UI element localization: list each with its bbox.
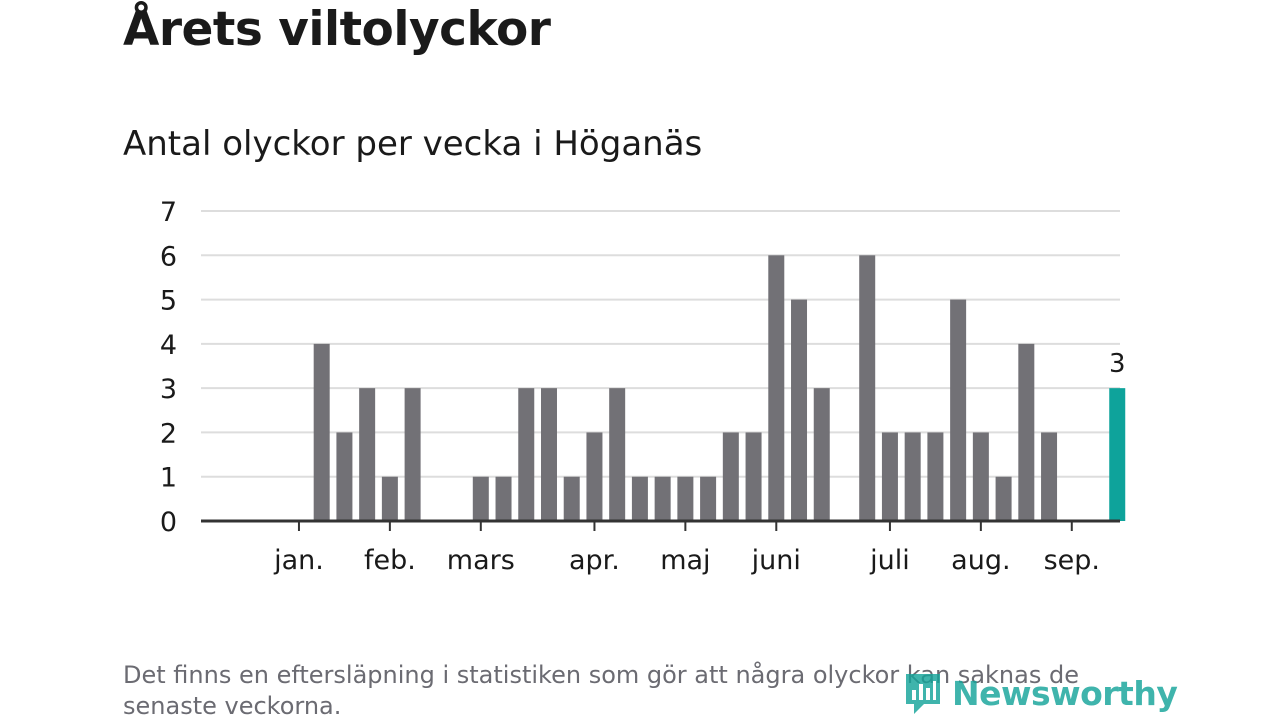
bar-chart: 0 1 2 3 4 5 6 7 jan. feb. mars apr. maj juni juli aug.… <box>0 0 1280 640</box>
x-tick-label: mars <box>447 545 515 576</box>
y-axis-tick-labels: 0 1 2 3 4 5 6 7 <box>160 197 177 538</box>
bar <box>496 477 512 521</box>
bar <box>973 432 989 521</box>
bar <box>768 255 784 521</box>
x-tick-label: juli <box>869 545 910 576</box>
brand-name: Newsworthy <box>952 674 1177 713</box>
bar <box>359 388 375 521</box>
bar <box>950 300 966 521</box>
bar <box>814 388 830 521</box>
y-tick-label: 5 <box>160 286 177 317</box>
bar <box>700 477 716 521</box>
bar <box>314 344 330 521</box>
bar <box>564 477 580 521</box>
bar <box>336 432 352 521</box>
bar <box>927 432 943 521</box>
bar <box>677 477 693 521</box>
x-tick-label: jan. <box>273 545 324 576</box>
x-tick-label: maj <box>660 545 710 576</box>
bar <box>541 388 557 521</box>
y-tick-label: 3 <box>160 374 177 405</box>
bar <box>1041 432 1057 521</box>
bar-highlight <box>1109 388 1125 521</box>
y-tick-label: 2 <box>160 418 177 449</box>
bar <box>1018 344 1034 521</box>
x-tick-label: aug. <box>951 545 1010 576</box>
x-axis-tick-labels: jan. feb. mars apr. maj juni juli aug. sep. <box>273 545 1100 576</box>
y-tick-label: 7 <box>160 197 177 228</box>
bar <box>473 477 489 521</box>
x-axis <box>201 521 1120 531</box>
bar <box>859 255 875 521</box>
bar <box>791 300 807 521</box>
bar <box>609 388 625 521</box>
brand: Newsworthy <box>902 670 1177 716</box>
y-tick-label: 4 <box>160 330 177 361</box>
x-tick-label: feb. <box>364 545 416 576</box>
newsworthy-logo-icon <box>902 670 944 716</box>
bar <box>586 432 602 521</box>
y-tick-label: 1 <box>160 463 177 494</box>
x-tick-label: sep. <box>1044 545 1100 576</box>
data-label-highlight: 3 <box>1109 349 1126 379</box>
bar <box>996 477 1012 521</box>
bar <box>405 388 421 521</box>
bar <box>746 432 762 521</box>
bar <box>723 432 739 521</box>
x-tick-label: juni <box>751 545 801 576</box>
bar <box>655 477 671 521</box>
bar <box>882 432 898 521</box>
y-tick-label: 0 <box>160 507 177 538</box>
bar <box>518 388 534 521</box>
bar <box>382 477 398 521</box>
x-tick-label: apr. <box>569 545 620 576</box>
bar <box>632 477 648 521</box>
bar <box>905 432 921 521</box>
data-labels: 3 <box>1109 349 1126 379</box>
y-tick-label: 6 <box>160 241 177 272</box>
